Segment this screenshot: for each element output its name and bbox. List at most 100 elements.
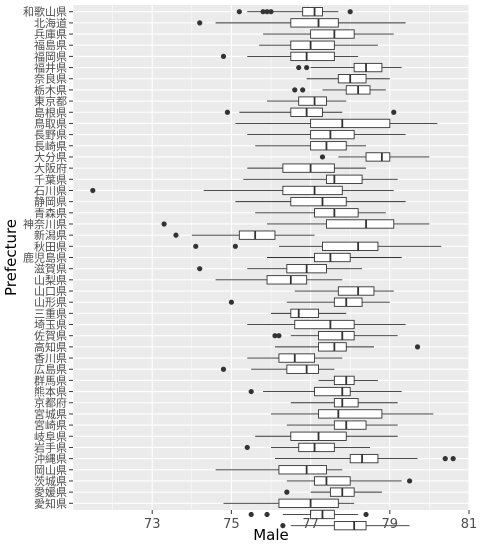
box-body	[294, 319, 355, 330]
box-body	[318, 342, 347, 352]
box-body	[333, 297, 363, 307]
y-tick-label: 鳥取県	[34, 116, 67, 130]
box-岐阜県	[255, 431, 398, 441]
outlier-point	[296, 64, 302, 71]
box-body	[349, 453, 379, 464]
y-tick-label: 静岡県	[34, 195, 67, 209]
box-茨城県	[286, 476, 413, 486]
box-長野県	[247, 129, 406, 140]
y-tick-label: 兵庫県	[34, 27, 67, 41]
x-axis-title: Male	[253, 526, 289, 544]
box-body	[337, 74, 367, 84]
y-tick-label: 埼玉県	[34, 318, 67, 332]
y-tick-label: 熊本県	[34, 385, 67, 399]
outlier-point	[260, 9, 266, 15]
grid-lines	[72, 5, 470, 510]
outlier-point	[414, 344, 421, 350]
box-山梨県	[215, 275, 343, 285]
box-body	[314, 208, 359, 218]
y-tick-label: 群馬県	[34, 373, 67, 387]
x-axis-ticks: 73 75 77 79 81	[144, 510, 477, 532]
box-body	[290, 18, 339, 28]
outlier-point	[193, 243, 199, 249]
box-body	[353, 62, 383, 73]
box-body	[302, 7, 323, 17]
outlier-point	[228, 299, 234, 305]
box-undefined	[280, 521, 410, 531]
box-body	[314, 476, 351, 486]
y-tick-label: 鹿児島県	[23, 251, 67, 265]
y-tick-label: 神奈川県	[23, 217, 67, 231]
y-tick-label: 新潟県	[34, 228, 67, 242]
box-石川県	[90, 185, 394, 196]
box-body	[314, 386, 351, 397]
outlier-point	[161, 221, 167, 227]
box-body	[278, 353, 316, 363]
y-tick-label: 島根県	[34, 105, 67, 119]
y-tick-label: 福岡県	[34, 49, 67, 63]
box-鹿児島県	[267, 252, 402, 263]
box-大阪府	[247, 163, 367, 173]
y-tick-label: 青森県	[34, 206, 67, 220]
box-body	[298, 96, 327, 106]
box-body	[298, 442, 335, 453]
y-tick-label: 茨城県	[34, 474, 67, 488]
y-tick-label: 千葉県	[34, 172, 67, 186]
outlier-point	[248, 511, 254, 518]
y-tick-label: 岡山県	[34, 464, 67, 477]
box-body	[290, 308, 319, 319]
outlier-point	[90, 187, 96, 194]
y-tick-label: 東京都	[34, 94, 67, 108]
y-tick-label: 広島県	[34, 362, 67, 376]
y-axis-title: Prefecture	[2, 219, 20, 296]
box-body	[238, 230, 276, 240]
box-香川県	[247, 353, 343, 363]
outlier-point	[197, 20, 203, 26]
box-新潟県	[173, 230, 315, 240]
y-tick-label: 山形県	[34, 296, 67, 309]
y-tick-label: 北海道	[34, 16, 67, 30]
outlier-point	[280, 523, 286, 529]
box-滋賀県	[197, 264, 363, 274]
y-tick-label: 石川県	[34, 184, 67, 197]
outlier-point	[232, 243, 238, 249]
outlier-point	[442, 456, 448, 462]
y-tick-label: 福島県	[34, 38, 67, 52]
box-body	[310, 141, 347, 151]
box-秋田県	[193, 241, 442, 251]
box-山形県	[228, 297, 390, 307]
box-兵庫県	[263, 29, 394, 39]
y-tick-label: 長野県	[34, 129, 67, 142]
box-熊本県	[248, 386, 402, 397]
box-body	[282, 163, 335, 173]
box-福岡県	[220, 51, 359, 62]
box-高知県	[274, 342, 421, 352]
outlier-point	[264, 9, 270, 15]
outlier-point	[272, 333, 278, 339]
y-tick-label: 栃木県	[34, 83, 67, 97]
box-岩手県	[244, 442, 370, 453]
box-body	[314, 252, 351, 263]
box-和歌山県	[236, 7, 353, 17]
outlier-point	[264, 511, 270, 518]
outlier-point	[391, 109, 397, 115]
x-tick-label: 81	[461, 517, 478, 532]
outlier-point	[347, 9, 353, 15]
y-tick-label: 岐阜県	[34, 430, 67, 443]
box-福島県	[259, 40, 378, 50]
outlier-point	[319, 154, 326, 160]
y-tick-label: 高知県	[34, 340, 67, 354]
box-愛知県	[223, 498, 355, 508]
box-広島県	[220, 364, 335, 374]
y-tick-label: 愛知県	[34, 496, 67, 510]
y-tick-label: 香川県	[34, 352, 67, 365]
box-body	[290, 196, 347, 207]
outlier-point	[197, 266, 203, 272]
box-栃木県	[292, 85, 386, 95]
box-京都府	[290, 398, 398, 408]
box-奈良県	[306, 74, 390, 84]
box-三重県	[271, 308, 347, 319]
y-tick-label: 佐賀県	[34, 329, 67, 343]
box-鳥取県	[235, 118, 438, 129]
box-body	[278, 465, 327, 475]
